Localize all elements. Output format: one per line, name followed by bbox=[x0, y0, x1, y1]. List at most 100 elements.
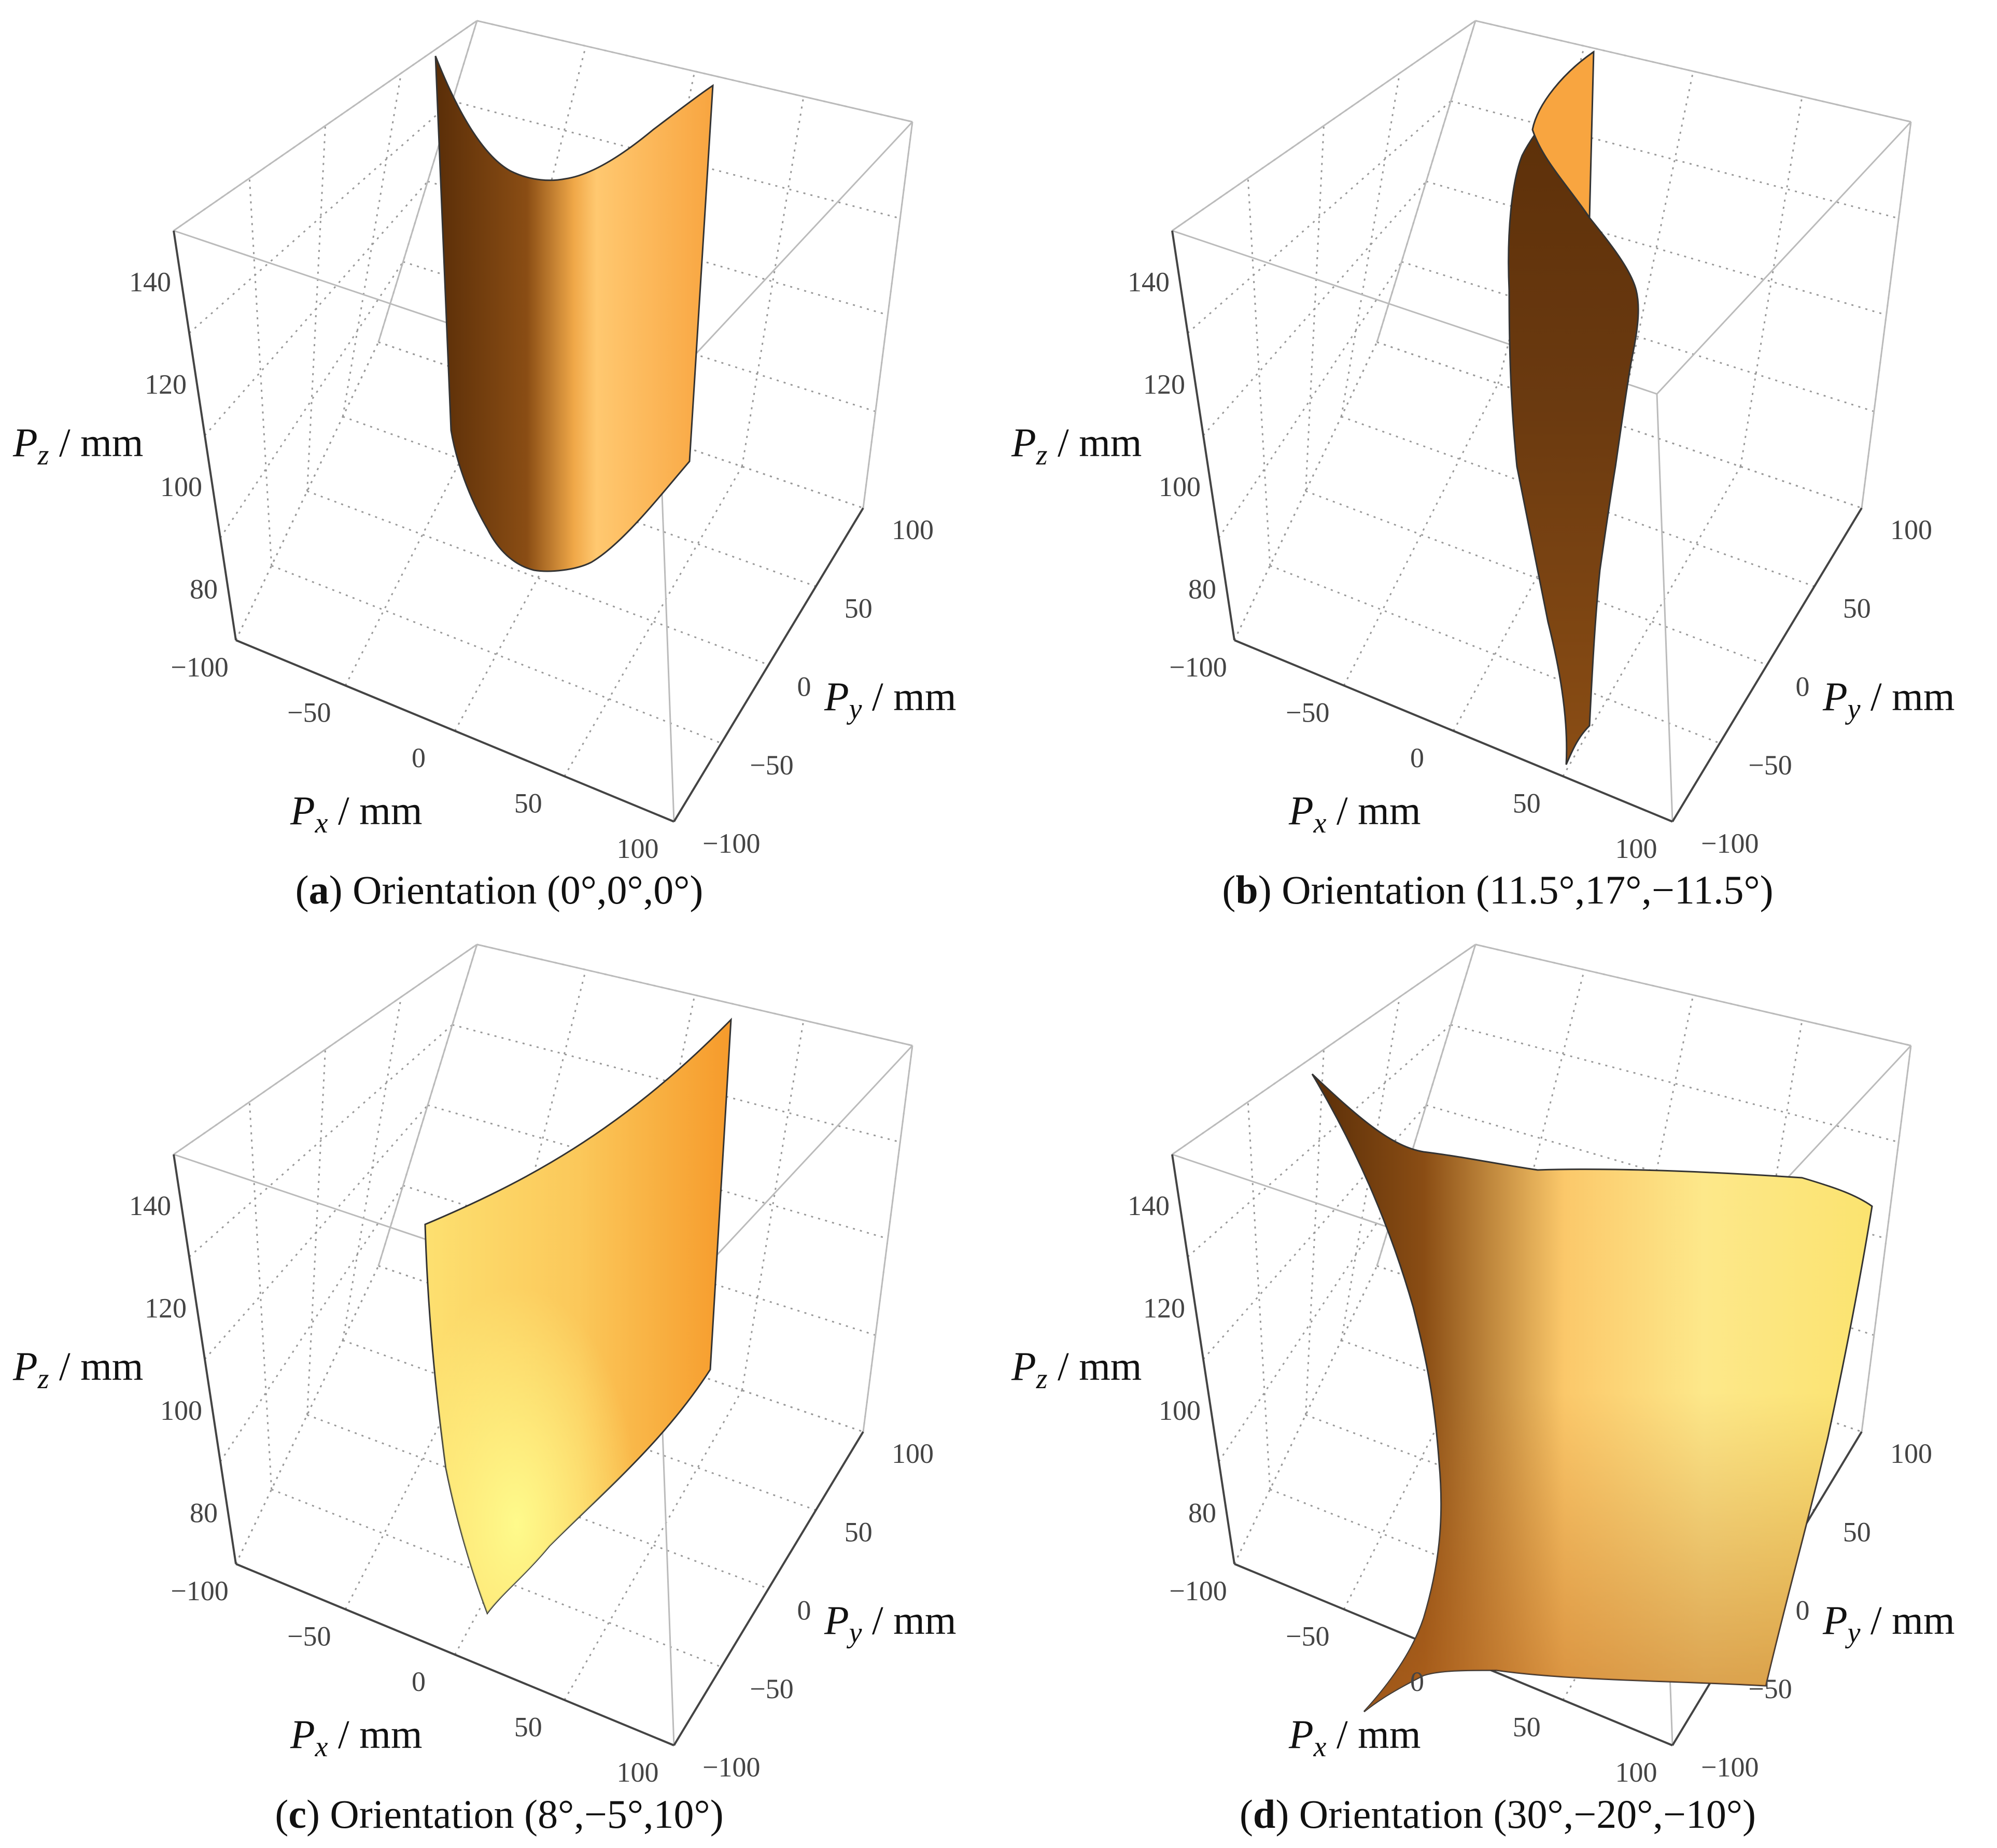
x-tick-label: −100 bbox=[1169, 1575, 1227, 1606]
x-tick-label: 0 bbox=[1410, 1666, 1424, 1697]
x-tick-label: 100 bbox=[1615, 833, 1657, 864]
y-tick-label: −100 bbox=[702, 828, 760, 859]
y-axis bbox=[673, 507, 864, 823]
caption-orientation: (30°,−20°,−10°) bbox=[1493, 1791, 1756, 1837]
panel-b: −100 −50 0 50 100 −100 −50 0 50 100 80 100 120 140 Px … bbox=[998, 0, 1997, 924]
z-tick-label: 120 bbox=[1143, 1292, 1185, 1323]
grid-line bbox=[271, 1488, 722, 1668]
box-edge bbox=[476, 943, 913, 1047]
y-ticks: −100 −50 0 50 100 bbox=[702, 514, 934, 859]
y-tick-label: 0 bbox=[1796, 1595, 1810, 1626]
x-axis bbox=[235, 1563, 674, 1746]
grid-line bbox=[1343, 383, 1499, 686]
x-tick-label: 100 bbox=[617, 833, 659, 864]
x-tick-label: −100 bbox=[171, 1575, 228, 1606]
y-tick-label: 50 bbox=[845, 1516, 873, 1547]
grid-line bbox=[741, 96, 805, 467]
chart-2: −100 −50 0 50 100 −100 −50 0 50 100 80 100 120 140 Px … bbox=[12, 943, 957, 1788]
grid-line bbox=[1187, 1024, 1452, 1258]
z-tick-label: 80 bbox=[190, 1497, 218, 1528]
z-tick-label: 140 bbox=[1128, 266, 1170, 298]
grid-line bbox=[1202, 181, 1427, 436]
y-ticks: −100 −50 0 50 100 bbox=[1701, 1438, 1932, 1783]
surface bbox=[1508, 51, 1639, 765]
x-ticks: −100 −50 0 50 100 bbox=[171, 1575, 658, 1788]
grid-line bbox=[1340, 73, 1401, 417]
z-axis-label: Pz / mm bbox=[12, 1344, 143, 1395]
z-ticks: 80 100 120 140 bbox=[129, 266, 218, 605]
x-tick-label: −50 bbox=[1286, 697, 1329, 728]
x-tick-label: 100 bbox=[617, 1757, 659, 1788]
box-edge bbox=[1376, 20, 1476, 343]
z-ticks: 80 100 120 140 bbox=[1128, 1190, 1216, 1529]
x-tick-label: −100 bbox=[1169, 652, 1227, 683]
caption-text: Orientation bbox=[1282, 867, 1476, 912]
box-edge bbox=[862, 121, 913, 509]
z-tick-label: 100 bbox=[1159, 471, 1201, 502]
x-tick-label: 0 bbox=[412, 742, 426, 773]
box-edge bbox=[377, 20, 478, 343]
x-axis-label: Px / mm bbox=[290, 788, 423, 839]
z-axis bbox=[1171, 1154, 1235, 1564]
caption-a: (a) Orientation (0°,0°,0°) bbox=[295, 867, 704, 912]
caption-orientation: (0°,0°,0°) bbox=[546, 867, 704, 912]
box-edge bbox=[862, 1045, 913, 1432]
x-axis bbox=[1234, 639, 1673, 823]
z-axis-label: Pz / mm bbox=[1011, 420, 1142, 471]
z-axis-label: Pz / mm bbox=[1011, 1344, 1142, 1395]
grid-line bbox=[204, 181, 429, 436]
box-edge bbox=[476, 20, 913, 123]
y-tick-label: 0 bbox=[797, 671, 811, 702]
z-tick-label: 80 bbox=[190, 573, 218, 604]
grid-line bbox=[248, 1102, 273, 1490]
axes bbox=[173, 1154, 864, 1746]
caption-c: (c) Orientation (8°,−5°,10°) bbox=[275, 1791, 724, 1837]
chart-0: −100 −50 0 50 100 −100 −50 0 50 100 80 100 120 140 Px … bbox=[12, 20, 957, 864]
grid-line bbox=[1562, 466, 1741, 777]
box-edge bbox=[377, 944, 478, 1266]
grid-line bbox=[1401, 261, 1875, 413]
box-edge bbox=[1656, 393, 1673, 822]
x-tick-label: 100 bbox=[1615, 1757, 1657, 1788]
y-tick-label: −100 bbox=[702, 1752, 760, 1783]
caption-letter: c bbox=[288, 1791, 306, 1837]
axes bbox=[1171, 230, 1863, 823]
grid-line bbox=[1202, 1105, 1427, 1360]
z-tick-label: 140 bbox=[1128, 1190, 1170, 1221]
x-axis bbox=[235, 639, 674, 823]
z-axis bbox=[1171, 230, 1235, 641]
caption-text: Orientation bbox=[1299, 1791, 1494, 1837]
surface-front-face bbox=[1531, 50, 1595, 220]
grid-line bbox=[1218, 261, 1402, 539]
z-tick-label: 100 bbox=[160, 1395, 202, 1426]
z-tick-label: 80 bbox=[1188, 573, 1216, 604]
y-axis bbox=[673, 1431, 864, 1746]
y-axis-label: Py / mm bbox=[824, 1598, 957, 1649]
grid-line bbox=[248, 178, 273, 566]
x-axis-label: Px / mm bbox=[1288, 1712, 1421, 1763]
caption-letter: a bbox=[308, 867, 329, 912]
caption-orientation: (11.5°,17°,−11.5°) bbox=[1475, 867, 1774, 912]
z-ticks: 80 100 120 140 bbox=[129, 1190, 218, 1529]
box-edge bbox=[657, 121, 913, 395]
z-tick-label: 120 bbox=[145, 369, 187, 400]
caption-letter: d bbox=[1253, 1791, 1276, 1837]
grid-line bbox=[452, 100, 901, 219]
y-tick-label: 100 bbox=[1890, 514, 1932, 545]
y-tick-label: 0 bbox=[1796, 671, 1810, 702]
y-tick-label: 50 bbox=[1843, 1516, 1871, 1547]
grid-line bbox=[1451, 1024, 1899, 1143]
box-edge bbox=[1861, 121, 1912, 509]
grid-line bbox=[189, 100, 453, 334]
y-tick-label: −50 bbox=[750, 1673, 793, 1704]
y-ticks: −100 −50 0 50 100 bbox=[1701, 514, 1932, 859]
box-edge bbox=[1172, 943, 1476, 1155]
z-tick-label: 140 bbox=[129, 1190, 171, 1221]
caption-text: Orientation bbox=[353, 867, 547, 912]
caption-letter: b bbox=[1235, 867, 1258, 912]
chart-1: −100 −50 0 50 100 −100 −50 0 50 100 80 100 120 140 Px … bbox=[1011, 20, 1955, 864]
z-tick-label: 140 bbox=[129, 266, 171, 298]
z-axis bbox=[173, 1154, 237, 1564]
z-tick-label: 100 bbox=[1159, 1395, 1201, 1426]
grid-line bbox=[342, 73, 402, 417]
